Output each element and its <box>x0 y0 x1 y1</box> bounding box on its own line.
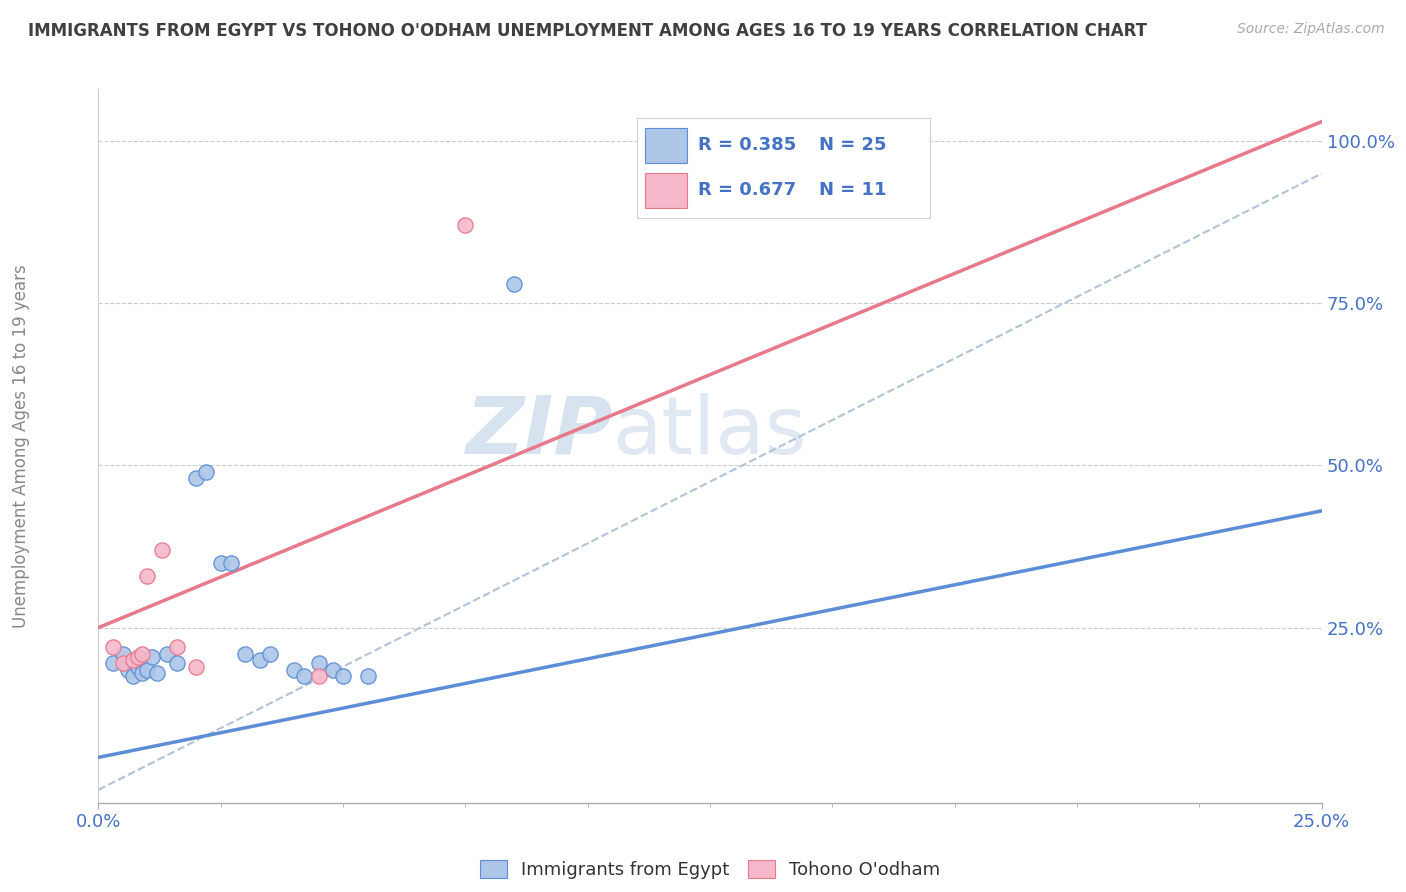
Text: Source: ZipAtlas.com: Source: ZipAtlas.com <box>1237 22 1385 37</box>
Point <box>454 219 477 233</box>
Point <box>797 134 820 148</box>
Point <box>166 640 188 654</box>
Point <box>127 649 149 664</box>
Text: N = 25: N = 25 <box>818 136 886 154</box>
Point <box>186 471 208 485</box>
Point <box>136 663 159 677</box>
Point <box>332 669 354 683</box>
Point <box>186 659 208 673</box>
Point <box>141 649 163 664</box>
Point <box>101 657 124 671</box>
Point <box>233 647 256 661</box>
Bar <box>645 173 686 208</box>
Bar <box>645 128 686 162</box>
Point <box>146 666 169 681</box>
Text: R = 0.677: R = 0.677 <box>699 181 796 199</box>
Point <box>219 556 242 570</box>
Text: ZIP: ZIP <box>465 392 612 471</box>
Point <box>308 657 330 671</box>
Point <box>308 669 330 683</box>
Point <box>156 647 179 661</box>
Point <box>121 669 143 683</box>
Point <box>195 465 218 479</box>
Point <box>166 657 188 671</box>
Text: N = 11: N = 11 <box>818 181 886 199</box>
Point <box>503 277 526 291</box>
Text: IMMIGRANTS FROM EGYPT VS TOHONO O'ODHAM UNEMPLOYMENT AMONG AGES 16 TO 19 YEARS C: IMMIGRANTS FROM EGYPT VS TOHONO O'ODHAM … <box>28 22 1147 40</box>
Point <box>150 542 173 557</box>
Point <box>131 647 153 661</box>
Point <box>101 640 124 654</box>
Point <box>209 556 232 570</box>
Point <box>292 669 315 683</box>
Text: atlas: atlas <box>612 392 807 471</box>
Point <box>322 663 344 677</box>
Point <box>259 647 281 661</box>
Point <box>283 663 305 677</box>
Point <box>127 659 149 673</box>
Point <box>356 669 378 683</box>
Point <box>111 647 134 661</box>
Legend: Immigrants from Egypt, Tohono O'odham: Immigrants from Egypt, Tohono O'odham <box>472 853 948 887</box>
Point <box>136 568 159 582</box>
Text: Unemployment Among Ages 16 to 19 years: Unemployment Among Ages 16 to 19 years <box>13 264 30 628</box>
Point <box>121 653 143 667</box>
Point <box>249 653 271 667</box>
Text: R = 0.385: R = 0.385 <box>699 136 797 154</box>
Point <box>131 666 153 681</box>
Point <box>117 663 139 677</box>
Point <box>111 657 134 671</box>
